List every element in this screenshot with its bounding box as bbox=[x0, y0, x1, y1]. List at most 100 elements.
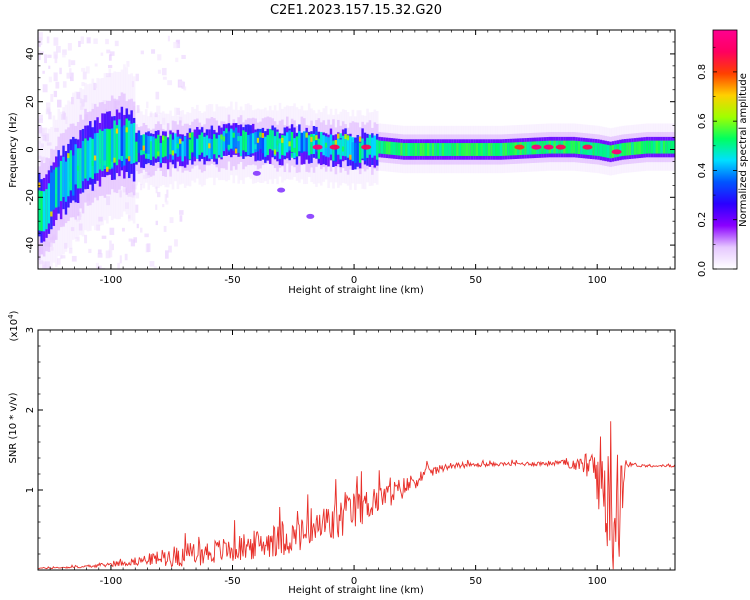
heatmap-cell bbox=[93, 155, 98, 161]
heatmap-cell bbox=[371, 137, 374, 158]
heatmap-cell bbox=[122, 188, 128, 193]
heatmap-cell bbox=[39, 51, 44, 55]
snr-x-axis-label: Height of straight line (km) bbox=[288, 585, 424, 596]
heatmap-cell bbox=[427, 143, 430, 156]
heatmap-cell bbox=[251, 133, 255, 154]
heatmap-cell bbox=[97, 253, 103, 258]
heatmap-cell bbox=[69, 181, 74, 187]
heatmap-cell bbox=[643, 140, 646, 154]
heatmap-cell bbox=[575, 140, 578, 154]
heatmap-cell bbox=[69, 68, 72, 77]
heatmap-cell bbox=[341, 146, 346, 152]
heatmap-cell bbox=[118, 119, 121, 160]
heatmap-cell bbox=[346, 137, 350, 158]
snr-frame bbox=[37, 329, 676, 571]
y-tick-label: 0 bbox=[25, 146, 36, 152]
heatmap-cell bbox=[402, 143, 406, 156]
heatmap-cell bbox=[176, 107, 180, 115]
heatmap-cell bbox=[98, 158, 103, 164]
heatmap-cell bbox=[337, 133, 342, 139]
heatmap-cell bbox=[139, 227, 143, 233]
heatmap-cell bbox=[312, 133, 316, 155]
heatmap-cell bbox=[383, 141, 386, 155]
heatmap-cell bbox=[135, 73, 139, 82]
heatmap-cell bbox=[592, 142, 595, 156]
heatmap-cell bbox=[638, 141, 642, 155]
heatmap-cell bbox=[298, 133, 303, 139]
heatmap-cell bbox=[136, 105, 140, 113]
heatmap-cell bbox=[135, 192, 140, 199]
heatmap-cell bbox=[597, 143, 600, 156]
heatmap-cell bbox=[227, 144, 232, 150]
heatmap-cell bbox=[94, 63, 98, 67]
spectrogram-x-ticks: -100 -50 0 50 100 bbox=[49, 30, 671, 286]
heatmap-cell bbox=[662, 140, 666, 154]
heatmap-cell bbox=[98, 129, 102, 170]
y-tick-label: 20 bbox=[25, 95, 36, 108]
heatmap-cell bbox=[57, 166, 61, 207]
heatmap-cell bbox=[295, 136, 299, 157]
heatmap-cell bbox=[105, 73, 111, 78]
heatmap-cell bbox=[354, 142, 357, 164]
heatmap-cell bbox=[155, 204, 158, 210]
heatmap-cell bbox=[577, 141, 581, 155]
heatmap-cell bbox=[47, 54, 52, 58]
heatmap-cell bbox=[293, 147, 298, 153]
heatmap-cell bbox=[378, 140, 381, 154]
heatmap-hotspot bbox=[312, 144, 323, 150]
heatmap-cell bbox=[288, 141, 293, 147]
heatmap-cell bbox=[149, 261, 155, 267]
heatmap-cell bbox=[310, 136, 315, 142]
heatmap-cell bbox=[100, 52, 104, 56]
heatmap-cell bbox=[80, 36, 84, 44]
heatmap-cell bbox=[220, 134, 225, 140]
spectrogram-x-axis-label: Height of straight line (km) bbox=[288, 285, 424, 296]
heatmap-cell bbox=[82, 71, 87, 80]
heatmap-cell bbox=[38, 49, 41, 55]
heatmap-cell bbox=[108, 64, 113, 69]
heatmap-cell bbox=[110, 128, 114, 169]
heatmap-cell bbox=[97, 249, 102, 255]
heatmap-cell bbox=[85, 66, 90, 74]
heatmap-cell bbox=[392, 142, 396, 155]
heatmap-cell bbox=[351, 141, 355, 162]
heatmap-cell bbox=[407, 143, 411, 156]
heatmap-cell bbox=[125, 127, 130, 133]
heatmap-cell bbox=[405, 143, 408, 156]
x-tick-label: 0 bbox=[351, 275, 357, 286]
heatmap-cell bbox=[155, 91, 160, 100]
heatmap-cell bbox=[68, 59, 71, 68]
colorbar-label: Normalized spectral amplitude bbox=[738, 73, 749, 227]
heatmap-cell bbox=[115, 125, 119, 166]
heatmap-cell bbox=[631, 142, 634, 155]
heatmap-cell bbox=[46, 36, 50, 44]
heatmap-cell bbox=[648, 140, 651, 154]
heatmap-cell bbox=[512, 142, 515, 156]
heatmap-cell bbox=[215, 138, 219, 159]
heatmap-hotspot bbox=[611, 149, 622, 155]
heatmap-cell bbox=[130, 239, 136, 247]
snr-y-axis-label: SNR (10 * v/v) bbox=[8, 392, 19, 463]
heatmap-cell bbox=[103, 128, 107, 170]
heatmap-cell bbox=[358, 142, 362, 163]
heatmap-cell bbox=[239, 135, 243, 156]
heatmap-cell bbox=[157, 134, 160, 155]
heatmap-cell bbox=[53, 51, 58, 59]
heatmap-cell bbox=[79, 98, 82, 104]
heatmap-cell bbox=[473, 143, 476, 156]
heatmap-cell bbox=[344, 136, 347, 157]
heatmap-cell bbox=[101, 130, 104, 172]
heatmap-cell bbox=[42, 261, 47, 269]
x-tick-label: 50 bbox=[469, 576, 482, 587]
heatmap-cell bbox=[205, 135, 209, 156]
heatmap-cell bbox=[52, 169, 56, 210]
heatmap-cell bbox=[419, 143, 423, 156]
heatmap-cell bbox=[589, 142, 593, 156]
heatmap-cell bbox=[179, 215, 183, 222]
heatmap-cell bbox=[67, 156, 70, 197]
heatmap-cell bbox=[164, 136, 168, 157]
heatmap-cell bbox=[203, 136, 206, 157]
x-tick-label: 100 bbox=[588, 275, 607, 286]
heatmap-cell bbox=[38, 144, 41, 150]
heatmap-cell bbox=[109, 227, 115, 235]
